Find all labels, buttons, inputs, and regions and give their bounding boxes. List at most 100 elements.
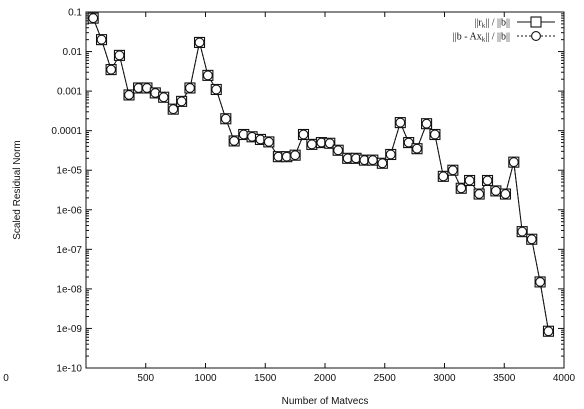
series-markers xyxy=(87,12,555,337)
y-tick-label: 0.01 xyxy=(63,47,83,58)
series-lines xyxy=(92,17,549,332)
data-point-circle xyxy=(185,83,195,93)
data-point-circle xyxy=(447,165,458,176)
data-point-square xyxy=(167,103,179,115)
data-point-square xyxy=(499,188,511,200)
data-point-circle xyxy=(220,113,231,124)
data-point-circle xyxy=(202,70,213,81)
x-tick-label: 1000 xyxy=(194,373,217,384)
x-tick-label: 1500 xyxy=(254,373,277,384)
data-point-square xyxy=(526,233,538,245)
data-point-square xyxy=(220,113,232,125)
data-point-square xyxy=(429,128,441,141)
data-point-circle xyxy=(526,234,537,245)
data-point-circle xyxy=(403,137,414,148)
data-point-square xyxy=(193,36,206,48)
x-tick-label: 4000 xyxy=(553,373,576,384)
legend-label-b-axk: ||b - Axk|| / ||b|| xyxy=(453,32,510,44)
data-point-square xyxy=(447,164,459,176)
data-point-square xyxy=(176,95,188,107)
y-axis-ticks: 0.1 0.01 0.001 0.0001 1e-05 1e-06 1e-07 1e-08 1e… xyxy=(51,8,564,375)
y-tick-label: 0.001 xyxy=(57,87,82,98)
data-point-circle xyxy=(421,118,432,129)
data-point-circle xyxy=(482,175,493,186)
data-point-circle xyxy=(88,13,99,24)
data-point-square xyxy=(105,64,117,76)
series-line-rk xyxy=(92,17,549,332)
data-point-square xyxy=(113,49,126,61)
y-tick-label: 1e-10 xyxy=(56,364,82,375)
data-point-square xyxy=(516,226,528,238)
x-tick-label: 0 xyxy=(3,373,9,384)
data-point-circle xyxy=(298,129,309,140)
data-point-square xyxy=(158,91,170,103)
data-point-circle xyxy=(229,135,240,146)
data-point-square xyxy=(184,82,196,94)
data-point-square xyxy=(123,89,135,101)
data-point-square xyxy=(210,83,222,96)
data-point-circle xyxy=(176,96,187,107)
data-point-square xyxy=(481,174,494,187)
data-point-square xyxy=(437,170,449,182)
x-tick-label: 3500 xyxy=(493,373,516,384)
data-point-circle xyxy=(429,129,440,140)
y-tick-label: 1e-08 xyxy=(56,284,82,295)
data-point-circle xyxy=(500,189,511,199)
x-tick-label: 2500 xyxy=(374,373,397,384)
data-point-square xyxy=(542,325,555,337)
data-point-circle xyxy=(543,326,554,337)
data-point-circle xyxy=(517,226,528,237)
data-point-circle xyxy=(395,117,406,128)
legend-marker-circle xyxy=(531,31,541,41)
data-point-circle xyxy=(535,276,546,287)
data-point-square xyxy=(411,143,423,155)
data-point-circle xyxy=(194,37,205,48)
legend-marker-square xyxy=(530,16,542,28)
data-point-square xyxy=(297,128,310,141)
data-point-circle xyxy=(96,34,107,45)
data-point-square xyxy=(385,148,397,161)
data-point-circle xyxy=(456,183,467,194)
data-point-square xyxy=(202,69,214,81)
data-point-circle xyxy=(412,143,422,154)
data-point-circle xyxy=(508,157,519,168)
data-point-circle xyxy=(211,84,222,95)
data-point-square xyxy=(455,182,467,194)
data-point-square xyxy=(87,12,99,24)
data-point-square xyxy=(376,157,388,169)
data-point-circle xyxy=(464,175,475,186)
data-point-square xyxy=(473,188,485,200)
y-tick-label: 1e-09 xyxy=(56,324,82,335)
data-point-circle xyxy=(438,171,449,182)
data-point-circle xyxy=(106,64,117,75)
data-point-square xyxy=(394,117,406,129)
data-point-circle xyxy=(263,136,274,147)
data-point-circle xyxy=(124,89,134,100)
data-point-square xyxy=(289,149,301,161)
y-tick-label: 1e-06 xyxy=(56,205,82,216)
x-axis-label: Number of Matvecs xyxy=(282,396,369,407)
data-point-square xyxy=(508,156,520,168)
data-point-circle xyxy=(377,158,388,169)
data-point-circle xyxy=(290,150,301,161)
data-point-square xyxy=(228,135,240,147)
data-point-square xyxy=(95,34,108,46)
x-axis-ticks: 0 500 1000 1500 2000 2500 3000 3500 4000 xyxy=(3,12,576,384)
y-tick-label: 1e-07 xyxy=(56,245,82,256)
data-point-circle xyxy=(114,50,125,61)
data-point-square xyxy=(464,174,476,187)
x-tick-label: 3000 xyxy=(433,373,456,384)
data-point-circle xyxy=(158,92,169,103)
x-tick-label: 500 xyxy=(137,373,154,384)
data-point-square xyxy=(332,144,344,156)
legend: ||rk|| / ||b|| ||b - Axk|| / ||b|| xyxy=(453,16,555,44)
y-axis-label: Scaled Residual Norm xyxy=(12,140,23,240)
data-point-circle xyxy=(333,145,344,156)
data-point-square xyxy=(421,118,433,130)
x-tick-label: 2000 xyxy=(314,373,337,384)
data-point-circle xyxy=(474,189,485,199)
y-tick-label: 1e-05 xyxy=(56,166,82,177)
data-point-circle xyxy=(168,104,179,115)
data-point-square xyxy=(403,137,415,149)
